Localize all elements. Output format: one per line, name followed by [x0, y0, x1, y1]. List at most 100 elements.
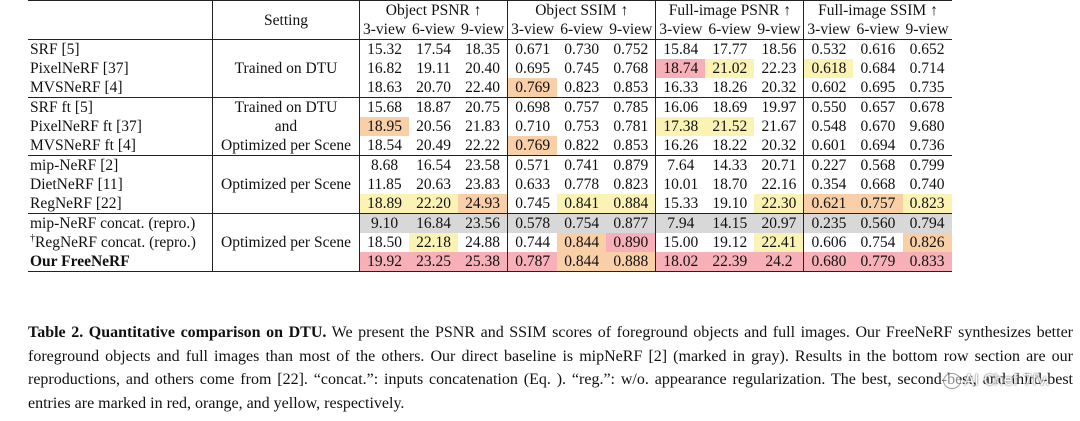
value-cell: 0.787 [507, 252, 558, 272]
table-row: DietNeRF [11] 11.85 20.63 23.83 0.633 0.778 0.… [28, 175, 952, 194]
citation-link[interactable]: [22] [95, 195, 122, 212]
subheader-6view: 6-view [560, 21, 604, 38]
value-cell: 0.879 [606, 155, 657, 175]
subheader-3view: 3-view [363, 21, 407, 38]
citation-link[interactable]: [5] [74, 99, 93, 116]
citation-link[interactable]: [5] [61, 41, 80, 58]
value-cell: 0.779 [853, 252, 903, 272]
value-cell: 18.70 [712, 176, 748, 193]
value-cell: 23.25 [409, 252, 459, 272]
table-row: SRF [5] Trained on DTU 15.32 17.54 18.35 0.67… [28, 39, 952, 98]
value-cell: 0.227 [803, 155, 854, 175]
value-cell: 19.11 [416, 60, 451, 77]
citation-link[interactable]: [37] [102, 60, 129, 77]
value-cell: 15.32 [359, 39, 410, 59]
value-cell: 0.741 [557, 155, 607, 175]
value-cell: 21.83 [458, 117, 509, 136]
method-name: PixelNeRF ft [30, 118, 113, 135]
subheader-9view: 9-view [606, 20, 657, 40]
value-cell: 22.40 [458, 78, 509, 98]
citation-link[interactable]: [4] [104, 79, 123, 96]
value-cell: 0.671 [507, 39, 558, 59]
method-name: RegNeRF concat. (repro.) [35, 234, 196, 251]
method-cell: PixelNeRF [37] [28, 59, 213, 78]
citation-link[interactable]: [2] [100, 157, 119, 174]
value-cell: 0.769 [507, 78, 558, 98]
method-name: PixelNeRF [30, 60, 99, 77]
value-cell: 20.97 [754, 213, 805, 233]
value-cell: 14.15 [705, 213, 755, 233]
subheader-6view: 6-view [856, 21, 900, 38]
value-cell: 18.26 [712, 79, 748, 96]
value-cell: 0.694 [860, 137, 896, 154]
value-cell: 23.56 [458, 213, 509, 233]
method-cell: SRF ft [5] [28, 97, 213, 117]
method-name: mip-NeRF concat. (repro.) [30, 215, 196, 232]
value-cell: 0.657 [853, 97, 903, 117]
value-cell: 0.730 [557, 39, 607, 59]
value-cell: 0.822 [564, 137, 600, 154]
value-cell: 0.785 [606, 97, 657, 117]
value-cell: 19.12 [712, 234, 748, 251]
value-cell: 0.578 [507, 213, 558, 233]
value-cell: 17.77 [705, 39, 755, 59]
setting-cell: Trained on DTU and Optimized per Scene [212, 97, 360, 156]
value-cell: 21.02 [705, 59, 755, 78]
value-cell: 0.568 [853, 155, 903, 175]
setting-cell: Optimized per Scene [212, 213, 360, 272]
value-cell: 18.35 [458, 39, 509, 59]
caption-ref-link[interactable]: [22] [277, 371, 304, 388]
value-cell: 7.94 [655, 213, 706, 233]
subheader-3view: 3-view [807, 21, 851, 38]
value-cell: 0.680 [803, 252, 854, 272]
value-cell: 0.833 [902, 252, 952, 272]
value-cell: 15.33 [663, 195, 699, 212]
value-cell: 18.56 [754, 39, 805, 59]
value-cell: 0.745 [515, 195, 551, 212]
table-row: mip-NeRF concat. (repro.) Optimized per S… [28, 213, 952, 272]
value-cell: 0.754 [557, 213, 607, 233]
group-header-object-ssim: Object SSIM ↑ [507, 0, 657, 20]
value-cell: 0.877 [606, 213, 657, 233]
method-name: MVSNeRF [30, 79, 101, 96]
group-header-full-ssim: Full-image SSIM ↑ [803, 0, 952, 20]
subheader-9view: 9-view [754, 20, 805, 40]
value-cell: 18.95 [359, 117, 410, 136]
value-cell: 7.64 [655, 155, 706, 175]
value-cell: 0.735 [909, 79, 945, 96]
value-cell: 0.668 [860, 176, 896, 193]
value-cell: 15.84 [655, 39, 706, 59]
value-cell: 16.26 [663, 137, 699, 154]
value-cell: 0.757 [557, 97, 607, 117]
method-name: mip-NeRF [30, 157, 97, 174]
citation-link[interactable]: [4] [117, 137, 136, 154]
value-cell: 18.89 [359, 194, 410, 214]
value-cell: 9.680 [909, 118, 945, 135]
subheader-6view: 6-view [708, 21, 752, 38]
setting-cell: Trained on DTU [212, 39, 360, 98]
value-cell: 24.93 [458, 194, 509, 214]
caption-text: . “concat.”: inputs concatenation (Eq. [303, 371, 557, 388]
value-cell: 0.606 [811, 234, 847, 251]
caption-ref-link[interactable]: [2] [648, 347, 668, 365]
value-cell: 0.799 [902, 155, 952, 175]
value-cell: 0.354 [811, 176, 847, 193]
method-name: SRF [30, 41, 58, 58]
method-cell: DietNeRF [11] [28, 175, 213, 194]
value-cell: 0.884 [606, 194, 657, 214]
value-cell: 0.695 [860, 79, 896, 96]
value-cell: 22.39 [705, 252, 755, 272]
setting-line: Optimized per Scene [221, 176, 351, 193]
method-cell: Our FreeNeRF [28, 252, 213, 272]
value-cell: 0.235 [803, 213, 854, 233]
citation-link[interactable]: [11] [97, 176, 123, 193]
citation-link[interactable]: [37] [116, 118, 142, 135]
wechat-icon [942, 372, 961, 389]
value-cell: 10.01 [663, 176, 699, 193]
value-cell: 0.744 [515, 234, 551, 251]
value-cell: 16.06 [655, 97, 706, 117]
value-cell: 0.826 [902, 233, 952, 252]
value-cell: 18.02 [655, 252, 706, 272]
value-cell: 16.84 [409, 213, 459, 233]
value-cell: 18.63 [367, 79, 402, 96]
